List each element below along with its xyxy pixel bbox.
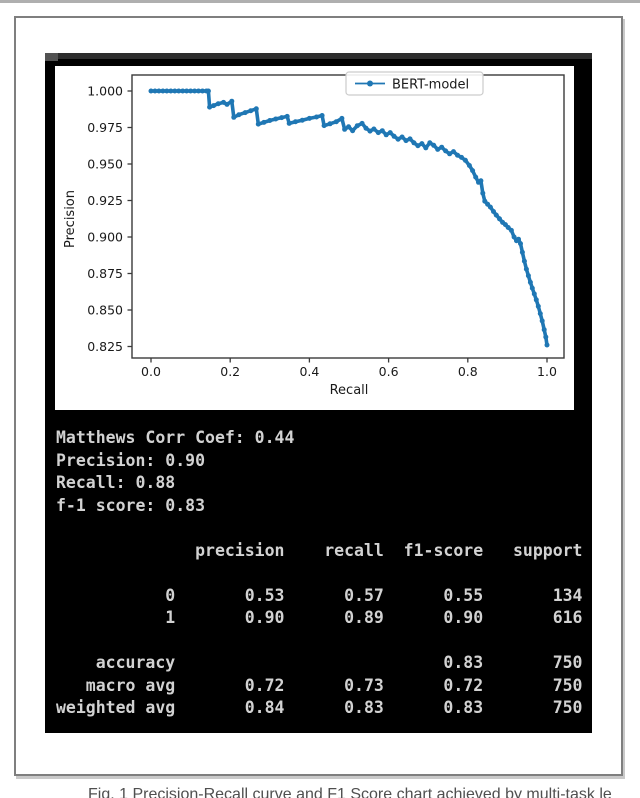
svg-text:BERT-model: BERT-model	[392, 78, 469, 93]
svg-text:0.900: 0.900	[87, 230, 123, 245]
svg-text:1.0: 1.0	[537, 364, 557, 379]
notebook-output-panel: 1.000 0.975 0.950 0.925 0.900 0.875 0.850 0.825…	[45, 53, 592, 733]
top-edge-bar	[0, 0, 640, 3]
svg-text:0.2: 0.2	[220, 364, 240, 379]
precision-recall-chart: 1.000 0.975 0.950 0.925 0.900 0.875 0.850 0.825…	[63, 71, 565, 398]
svg-text:0.925: 0.925	[87, 193, 123, 208]
svg-text:0.850: 0.850	[87, 303, 123, 318]
figure-caption: Fig. 1 Precision-Recall curve and F1 Sco…	[88, 786, 612, 798]
svg-text:0.950: 0.950	[87, 157, 123, 172]
svg-text:Precision: Precision	[63, 190, 78, 248]
svg-text:0.8: 0.8	[458, 364, 478, 379]
matplotlib-figure: 1.000 0.975 0.950 0.925 0.900 0.875 0.850 0.825…	[55, 66, 574, 410]
svg-text:Recall: Recall	[330, 383, 369, 398]
panel-corner-chip	[45, 53, 58, 61]
console-output: Matthews Corr Coef: 0.44 Precision: 0.90…	[56, 428, 583, 717]
svg-text:0.875: 0.875	[87, 266, 123, 281]
svg-text:1.000: 1.000	[87, 84, 123, 99]
svg-text:0.4: 0.4	[299, 364, 319, 379]
svg-text:0.975: 0.975	[87, 120, 123, 135]
panel-top-bar	[45, 53, 592, 59]
svg-text:0.6: 0.6	[379, 364, 399, 379]
figure-box: 1.000 0.975 0.950 0.925 0.900 0.875 0.850 0.825…	[14, 16, 623, 776]
svg-text:0.0: 0.0	[141, 364, 161, 379]
svg-text:0.825: 0.825	[87, 339, 123, 354]
